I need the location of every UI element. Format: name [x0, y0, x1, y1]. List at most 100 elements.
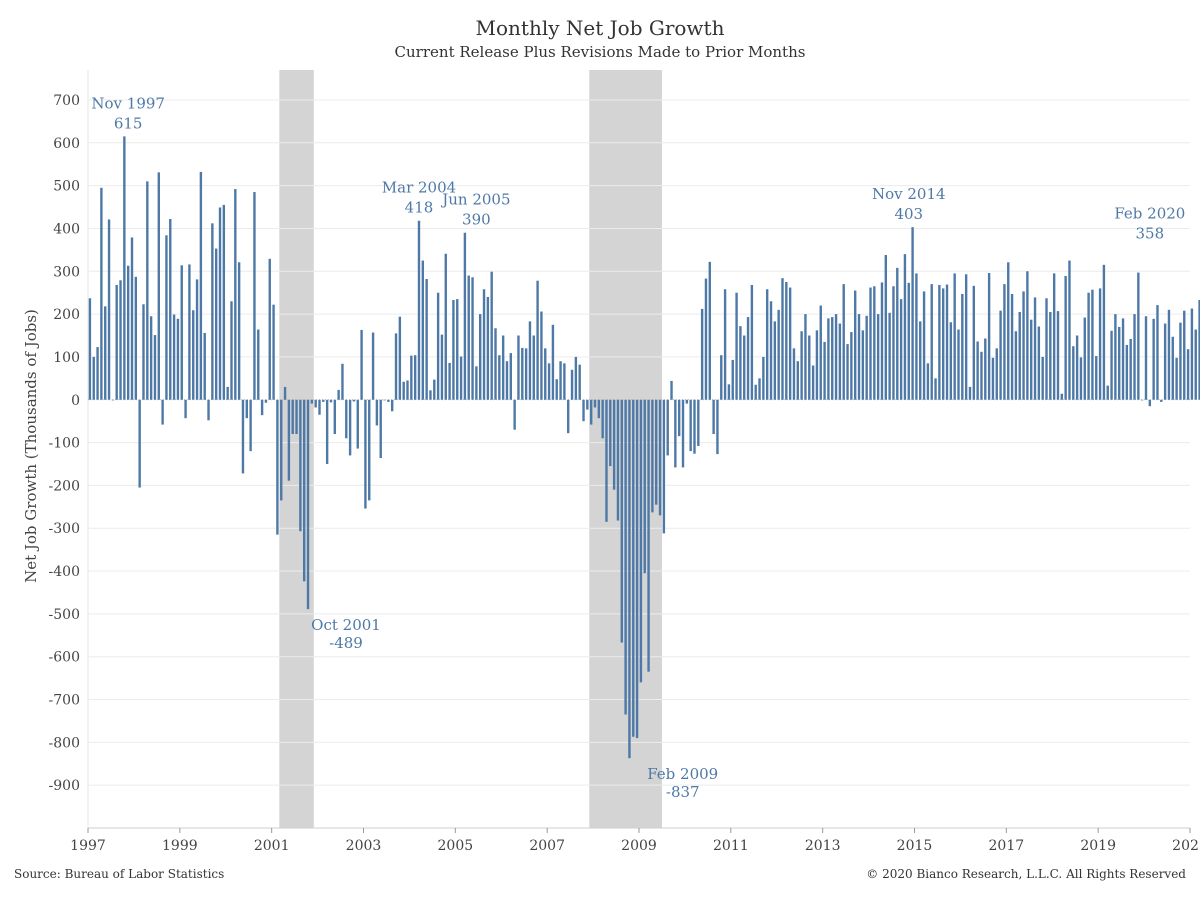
annotation-value: 615: [114, 114, 143, 132]
source-note: Source: Bureau of Labor Statistics: [14, 867, 225, 881]
bar: [203, 332, 206, 400]
bar: [368, 399, 371, 501]
x-tick-label: 2019: [1080, 838, 1116, 854]
bar: [647, 399, 650, 672]
bar: [1079, 357, 1083, 400]
bar: [501, 335, 505, 400]
bar: [490, 271, 493, 400]
chart-subtitle: Current Release Plus Revisions Made to P…: [394, 43, 806, 61]
y-tick-label: -300: [49, 521, 80, 537]
bar: [1041, 356, 1044, 400]
bar: [620, 399, 623, 643]
bar: [1137, 272, 1140, 400]
bar: [987, 272, 991, 400]
bar: [632, 399, 635, 737]
bar: [241, 399, 245, 474]
y-tick-label: 500: [53, 179, 80, 195]
bar: [383, 399, 386, 401]
chart-title: Monthly Net Job Growth: [475, 16, 725, 40]
bar: [302, 399, 306, 582]
copyright-note: © 2020 Bianco Research, L.L.C. All Right…: [866, 867, 1186, 881]
annotation-value: 358: [1136, 224, 1165, 242]
bar: [318, 399, 321, 415]
x-tick-label: 2017: [989, 838, 1025, 854]
bar: [1140, 399, 1144, 401]
bar: [800, 331, 803, 400]
bar: [325, 399, 329, 464]
recession-shading-layer: [279, 70, 662, 828]
bar: [616, 399, 620, 521]
bar: [876, 314, 880, 400]
y-axis-label: Net Job Growth (Thousands of Jobs): [22, 309, 40, 583]
bar: [945, 284, 949, 400]
bar: [1186, 349, 1190, 400]
bar: [1160, 399, 1163, 402]
bar: [406, 380, 409, 400]
bar: [769, 301, 773, 400]
bar: [1121, 318, 1125, 400]
bar: [440, 334, 444, 400]
y-tick-label: 100: [53, 350, 80, 366]
bar: [547, 363, 551, 400]
annotation: Nov 1997 615: [91, 94, 165, 132]
annotations-layer: Nov 1997 615 Oct 2001-489 Mar 2004 418 Jun 20…: [91, 94, 1185, 801]
annotation: Feb 2009-837: [647, 765, 718, 801]
bar: [853, 290, 857, 400]
x-tick-label: 2001: [254, 838, 290, 854]
bar: [1026, 271, 1029, 400]
bar: [517, 335, 520, 400]
bar: [697, 399, 700, 447]
bar: [888, 312, 891, 400]
bar: [903, 254, 907, 400]
bar: [758, 378, 761, 400]
bar: [521, 347, 524, 400]
annotation-date: Mar 2004: [382, 179, 456, 197]
bar: [792, 348, 796, 400]
y-tick-label: 700: [53, 93, 80, 109]
bar: [322, 399, 325, 402]
bar: [165, 235, 168, 400]
bar: [471, 277, 474, 400]
bar: [941, 288, 945, 400]
bar: [260, 399, 264, 416]
bar: [601, 399, 604, 439]
bar: [677, 399, 681, 437]
bar: [857, 314, 861, 400]
bar: [926, 363, 930, 400]
bar: [892, 286, 895, 400]
bar: [693, 399, 696, 454]
bar: [655, 399, 658, 505]
bar: [612, 399, 616, 490]
bar: [249, 399, 252, 452]
bar: [976, 341, 979, 400]
bar: [234, 189, 237, 400]
x-tick-label: 2007: [529, 838, 565, 854]
bar: [1144, 316, 1148, 400]
bar: [214, 248, 218, 400]
bar: [333, 399, 337, 435]
bar: [348, 399, 352, 456]
bar: [1056, 311, 1060, 400]
bar: [130, 237, 134, 400]
bar: [1075, 335, 1079, 400]
bar: [498, 355, 501, 400]
bar: [226, 386, 229, 400]
bar: [1133, 314, 1136, 400]
annotation-date: Feb 2020: [1114, 204, 1185, 222]
bar: [1179, 322, 1182, 400]
bar: [544, 348, 547, 400]
bar: [1010, 293, 1014, 400]
bar: [352, 399, 356, 402]
bar: [605, 399, 608, 522]
y-tick-label: 600: [53, 136, 80, 152]
bar: [505, 361, 509, 400]
bar: [1190, 308, 1194, 400]
bar: [788, 287, 792, 400]
bar: [479, 314, 482, 400]
bar: [337, 389, 340, 400]
bar: [268, 258, 271, 400]
bar: [1052, 273, 1056, 400]
bar: [180, 265, 183, 400]
bar: [880, 282, 884, 400]
